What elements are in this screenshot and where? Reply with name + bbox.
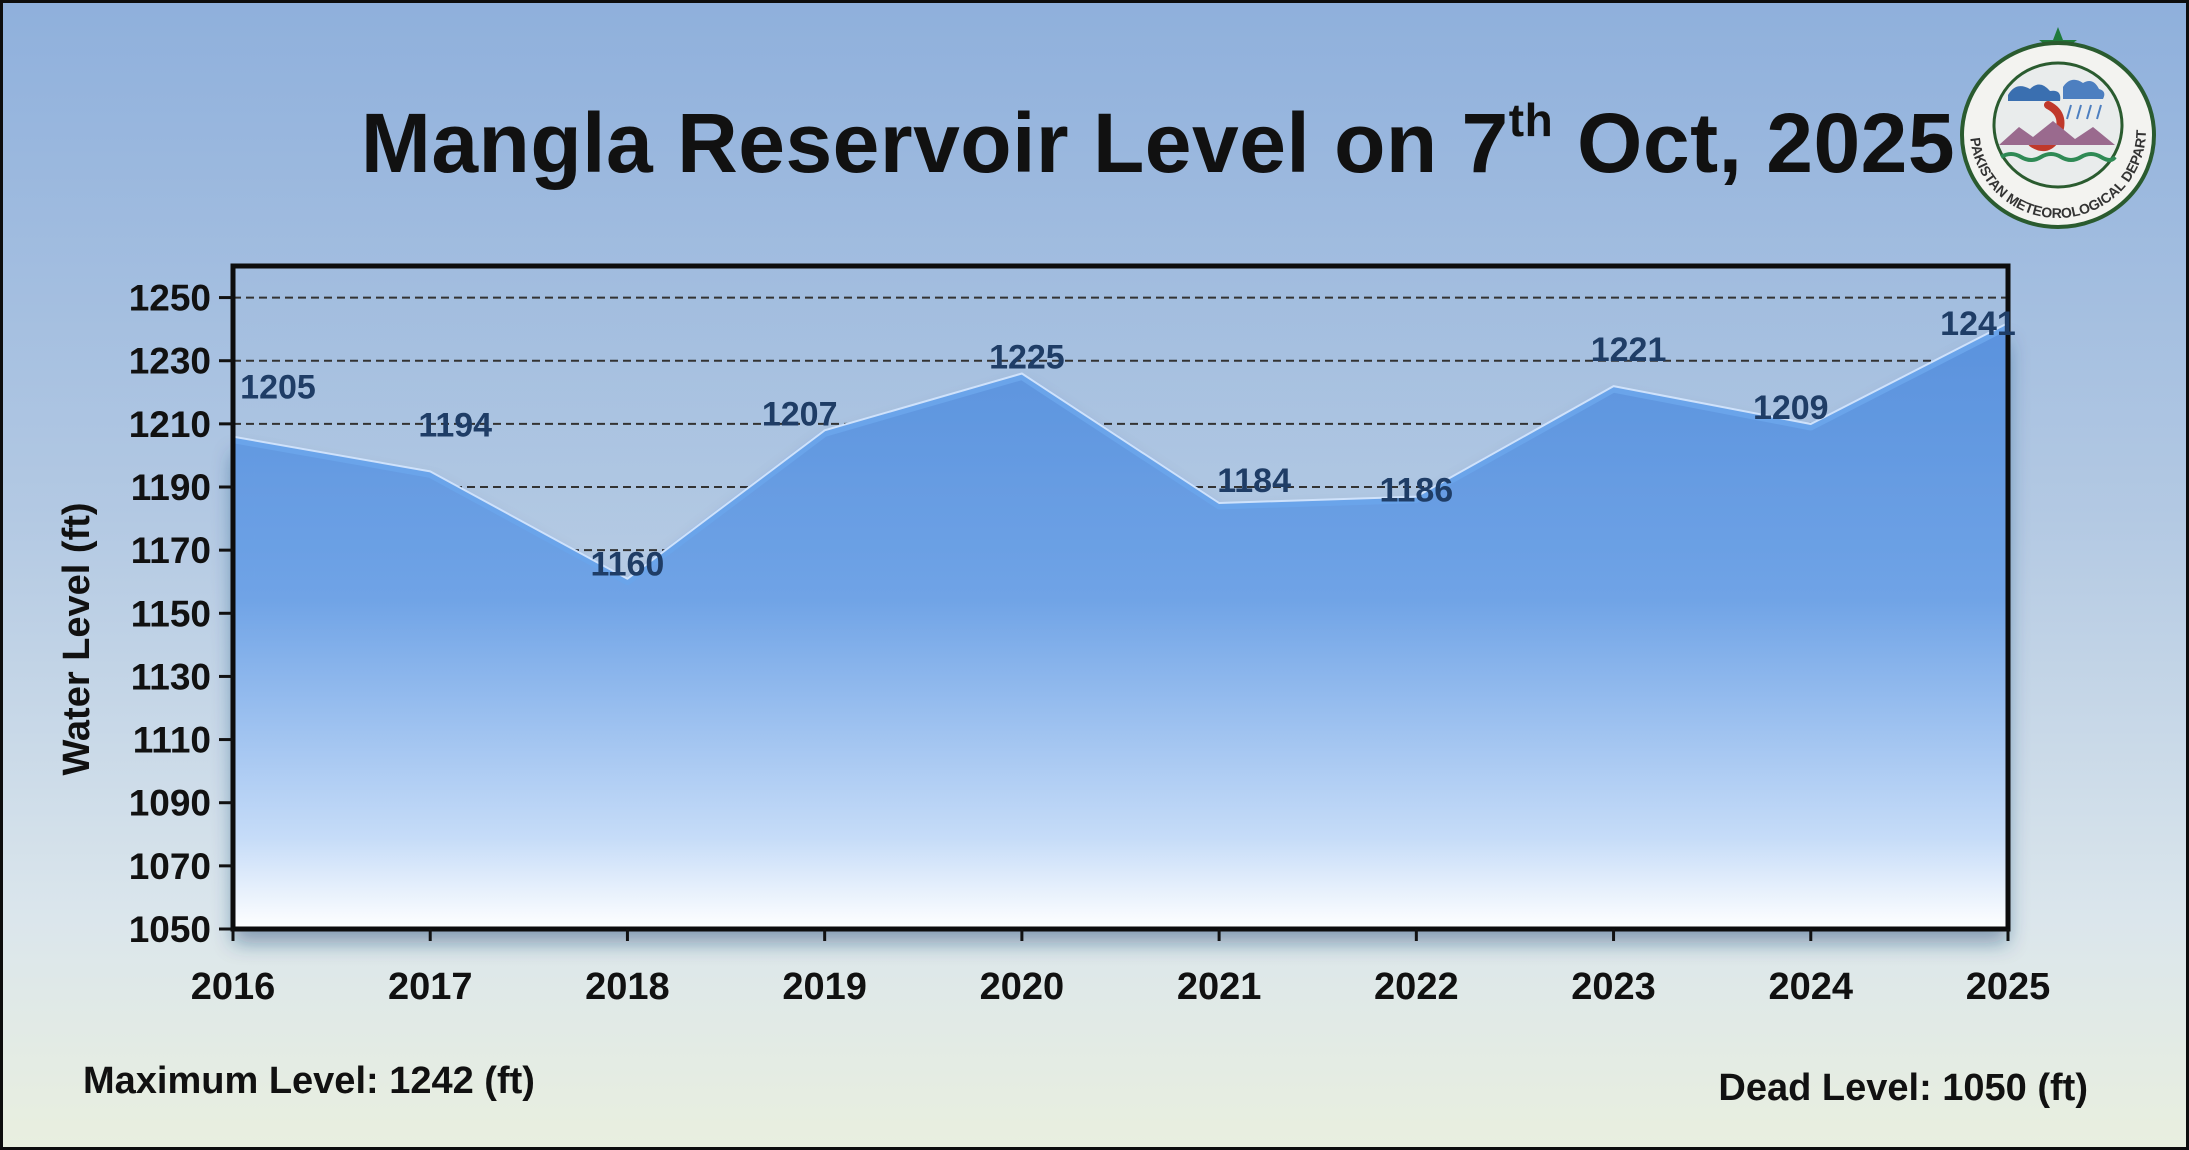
x-tick-label: 2017: [388, 966, 473, 1008]
chart-title: Mangla Reservoir Level on 7th Oct, 2025: [3, 94, 2186, 192]
cloud-icon: [2063, 79, 2105, 99]
x-tick-label: 2022: [1374, 966, 1459, 1008]
x-axis-ticks: 2016 2017 2018 2019 2020 2021 2022 2023 2024 2025: [191, 929, 2051, 1008]
data-label: 1209: [1753, 389, 1829, 427]
data-label: 1221: [1591, 331, 1667, 369]
data-label: 1207: [762, 395, 838, 433]
y-tick-label: 1110: [133, 720, 211, 761]
mountain-icon: [1999, 121, 2115, 145]
y-axis-label: Water Level (ft): [56, 502, 98, 775]
series-line: [232, 322, 2010, 586]
area-series: [232, 322, 2010, 929]
x-tick-label: 2024: [1769, 966, 1854, 1008]
x-tick-label: 2019: [782, 966, 867, 1008]
y-tick-label: 1150: [131, 593, 211, 634]
y-tick-label: 1070: [129, 846, 211, 887]
data-label: 1186: [1379, 472, 1453, 510]
x-tick-label: 2021: [1177, 966, 1262, 1008]
rain-icon: [2066, 104, 2102, 120]
y-tick-label: 1230: [129, 341, 211, 382]
y-tick-label: 1170: [131, 530, 211, 571]
cloud-icon: [2008, 84, 2061, 101]
x-tick-label: 2025: [1966, 966, 2051, 1008]
area-chart: 1050 1070 1090 1110 1130 1150 1170 1190 1210 1230…: [56, 263, 2051, 1008]
wave-icon: [1999, 152, 2117, 162]
data-label: 1205: [240, 369, 316, 407]
y-tick-label: 1130: [131, 656, 211, 697]
data-label: 1184: [1217, 462, 1291, 500]
maximum-level-text: Maximum Level: 1242 (ft): [83, 1060, 535, 1102]
title-rest: Oct, 2025: [1553, 96, 1956, 190]
title-main: Mangla Reservoir Level on 7: [360, 96, 1509, 190]
y-axis-ticks: 1050 1070 1090 1110 1130 1150 1170 1190 1210 1230…: [129, 278, 233, 950]
data-label: 1241: [1940, 305, 2016, 343]
data-labels: 1205 1194 1160 1207 1225 1184 1186 1221 1209 1241: [240, 305, 2016, 584]
y-tick-label: 1250: [129, 278, 211, 319]
dead-level-text: Dead Level: 1050 (ft): [1718, 1067, 2088, 1109]
data-label: 1160: [591, 546, 665, 584]
title-superscript: th: [1508, 94, 1554, 146]
y-tick-label: 1210: [129, 404, 211, 445]
data-label: 1194: [418, 406, 492, 444]
plot-border: [230, 263, 2011, 932]
y-tick-label: 1090: [129, 783, 211, 824]
area-fill: [233, 325, 2008, 929]
x-tick-label: 2023: [1571, 966, 1656, 1008]
data-label: 1225: [989, 339, 1065, 377]
y-tick-label: 1050: [129, 909, 211, 950]
x-tick-label: 2020: [980, 966, 1065, 1008]
y-tick-label: 1190: [131, 467, 211, 508]
pmd-emblem-icon: PAKISTAN METEOROLOGICAL DEPARTMENT: [1953, 25, 2156, 229]
x-tick-label: 2018: [585, 966, 670, 1008]
series-highlight: [232, 322, 2009, 580]
x-tick-label: 2016: [191, 966, 276, 1008]
